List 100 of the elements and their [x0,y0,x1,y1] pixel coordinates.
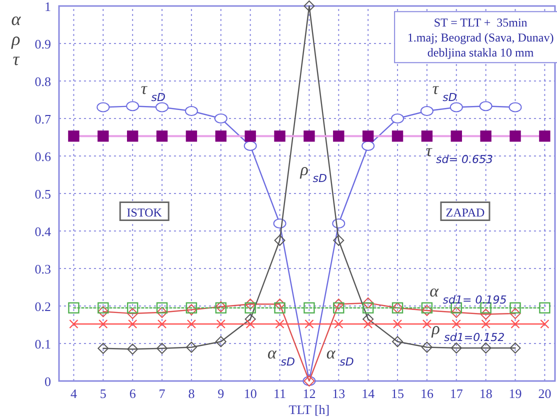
annotation: ρ $_{sd1=0.152}$ [430,319,505,344]
y-axis-title: α ρ τ [10,8,22,69]
annotation: ZAPAD [446,205,485,220]
point [480,342,492,354]
point [362,298,374,308]
point [214,114,228,124]
point [274,234,286,246]
x-tick-label: 18 [479,386,492,401]
point [421,302,433,314]
x-tick-label: 7 [158,386,166,401]
point [362,130,374,142]
point [156,306,168,318]
point [274,298,286,310]
point [304,0,315,12]
x-tick-label: 17 [450,386,464,401]
point [392,130,404,142]
point [244,302,256,314]
y-tick-label: 0.8 [34,74,51,89]
point [126,302,138,314]
point [450,342,462,354]
point [215,130,226,142]
point [334,319,344,329]
annotation: τ $_{sD}$ [432,79,457,104]
point [510,342,521,354]
y-tick-label: 0.7 [34,112,52,126]
point [421,130,433,142]
annotation: α $_{sD}$ [326,344,354,368]
x-tick-label: 9 [218,386,224,401]
y-tick-label: 0.5 [34,186,51,202]
y-tick-label: 0.4 [34,224,52,239]
point [480,130,492,142]
x-tick-label: 13 [332,386,346,401]
point [244,130,256,142]
point [452,319,461,329]
y-tick-label: 1 [44,0,51,14]
annotation: τ $_{sd= 0.653}$ [426,141,493,166]
point [304,319,314,329]
point [304,130,315,142]
point [304,302,315,314]
point [333,298,344,310]
annotation: ρ $_{sD}$ [299,160,327,184]
x-tick-label: 8 [188,386,195,401]
point [244,298,256,310]
point [98,342,109,354]
point [215,336,226,348]
y-tick-label: 0.6 [34,149,52,164]
y-tick-label: 0.1 [34,336,51,352]
point [508,102,522,112]
y-tick-label: 0.9 [34,36,51,52]
point [186,130,198,142]
point [186,319,196,329]
x-axis-title: TLT [h] [288,402,330,417]
point [275,319,284,329]
point [216,319,226,329]
point [510,130,521,142]
point [422,319,432,329]
y-tick-label: 0 [44,374,51,389]
point [392,336,404,348]
point [156,102,169,112]
annotation: τ $_{sD}$ [140,79,166,104]
x-tick-label: 15 [391,386,404,401]
y-tick-label: 0.3 [34,262,51,276]
point [274,302,286,314]
x-tick-label: 10 [244,386,257,401]
point [156,342,168,354]
point [184,106,198,116]
point [69,319,78,329]
point [421,342,432,353]
x-tick-label: 16 [420,386,434,401]
point [98,306,109,318]
annotation: α $_{sd1= 0.195}$ [430,282,507,306]
point [68,130,80,142]
point [362,140,375,151]
point [391,114,404,124]
point [450,102,463,112]
x-tick-label: 5 [100,386,106,401]
point [450,130,462,142]
point [186,342,197,353]
y-tick-label: 0.2 [34,299,51,314]
x-tick-label: 12 [302,386,316,401]
point [127,308,138,319]
point [362,302,374,314]
x-tick-label: 19 [508,386,522,401]
point [98,319,108,329]
point [539,130,550,142]
point [510,319,520,329]
x-tick-label: 20 [538,386,552,401]
point [540,319,550,329]
point [126,101,140,112]
point [363,319,373,329]
point [481,319,490,329]
x-tick-label: 4 [70,386,78,401]
point [392,319,402,329]
point [333,234,344,246]
point [156,302,168,314]
point [421,305,432,316]
point [333,130,344,142]
point [450,306,462,318]
point [98,302,109,314]
point [126,130,138,142]
